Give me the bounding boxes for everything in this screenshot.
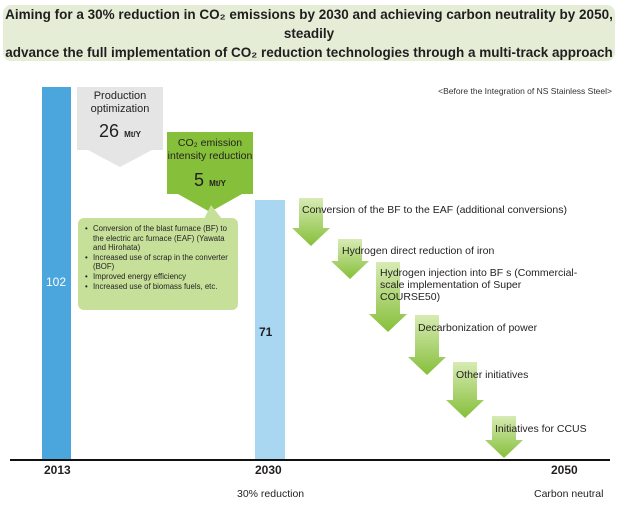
- integration-note: <Before the Integration of NS Stainless …: [438, 86, 612, 96]
- bubble-tail: [204, 205, 222, 219]
- production-optimization-box: [77, 87, 163, 150]
- initiative-arrow-5: [446, 362, 484, 418]
- bar-2030-value-label: 71: [259, 325, 273, 339]
- initiative-label-4: Decarbonization of power: [418, 322, 538, 334]
- intensity-reduction-value: 5 Mt/Y: [194, 170, 226, 190]
- tick-2013: 2013: [44, 463, 71, 477]
- sublabel-2030: 30% reduction: [237, 488, 305, 500]
- measure-item: Increased use of biomass fuels, etc.: [85, 282, 232, 292]
- headline-banner: Aiming for a 30% reduction in CO₂ emissi…: [3, 5, 615, 61]
- tick-2050: 2050: [551, 463, 578, 477]
- measures-bubble: Conversion of the blast furnace (BF) to …: [78, 218, 238, 310]
- headline-line-2: advance the full implementation of CO₂ r…: [5, 44, 613, 60]
- bar-2030: [255, 200, 285, 459]
- initiative-arrow-2: [331, 239, 369, 279]
- initiative-label-5: Other initiatives: [456, 369, 529, 381]
- intensity-reduction-box: [167, 132, 253, 194]
- measure-item: Increased use of scrap in the converter …: [85, 253, 232, 272]
- headline-line-1: Aiming for a 30% reduction in CO₂ emissi…: [5, 6, 613, 41]
- initiative-arrow-1: [292, 198, 330, 246]
- initiative-label-3: Hydrogen injection into BF s (Commercial…: [380, 267, 578, 303]
- production-optimization-value: 26 Mt/Y: [99, 121, 141, 141]
- bar-2013: [42, 87, 71, 459]
- bar-2013-value-label: 102: [46, 275, 67, 289]
- initiative-arrow-4: [408, 315, 446, 375]
- sublabel-2050: Carbon neutral: [534, 488, 604, 500]
- initiative-label-1: Conversion of the BF to the EAF (additio…: [302, 204, 567, 216]
- production-optimization-arrow: [88, 150, 152, 167]
- x-axis: [10, 459, 610, 461]
- intensity-reduction-label: CO₂ emission intensity reduction: [167, 137, 253, 162]
- intensity-reduction-arrow: [178, 194, 242, 212]
- initiative-label-2: Hydrogen direct reduction of iron: [342, 245, 495, 257]
- initiative-arrow-6: [485, 416, 523, 458]
- initiative-arrow-3: [369, 262, 407, 332]
- measure-item: Conversion of the blast furnace (BF) to …: [85, 224, 232, 253]
- production-optimization-label: Production optimization: [90, 90, 150, 115]
- measure-item: Improved energy efficiency: [85, 272, 232, 282]
- initiative-label-6: Initiatives for CCUS: [495, 423, 587, 435]
- tick-2030: 2030: [255, 463, 282, 477]
